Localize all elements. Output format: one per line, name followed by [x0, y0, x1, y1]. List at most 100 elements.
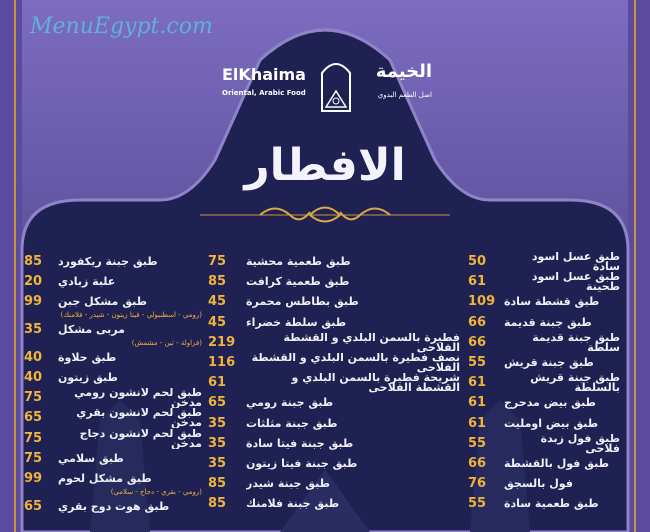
menu-item-price: 61	[468, 375, 487, 391]
menu-item-price: 55	[468, 496, 487, 512]
menu-item: 65 طبق جبنة رومي	[208, 393, 460, 413]
menu-item-price: 66	[468, 456, 487, 471]
menu-item-price: 85	[208, 476, 227, 492]
menu-item: 76 فول بالسجق	[468, 474, 620, 494]
menu-item-price: 99	[24, 294, 43, 310]
menu-item: 55 طبق جبنة قريش	[468, 353, 620, 373]
menu-item: 45 طبق سلطة خضراء	[208, 313, 460, 333]
menu-item-name: فول بالسجق	[504, 477, 573, 491]
menu-item: 50 طبق عسل اسود سادة	[468, 252, 620, 272]
menu-item-note: (رومي - بقري - دجاج - سلامي)	[110, 487, 202, 496]
menu-item: 55 طبق فول زبدة فلاحي	[468, 434, 620, 454]
menu-item-name: طبق طعمية كرافت	[246, 275, 350, 289]
menu-item-name: طبق جبنة مثلثات	[246, 416, 338, 430]
menu-item-price: 40	[24, 370, 43, 385]
menu-item-name: طبق لحم لانشون دجاج مدخن	[79, 428, 202, 449]
menu-item-name: طبق فول زبدة فلاحي	[540, 433, 620, 454]
menu-item-price: 66	[468, 314, 487, 330]
menu-item-price: 85	[24, 254, 43, 269]
menu-item-price: 65	[208, 395, 227, 411]
menu-item: 66 طبق فول بالقشطة	[468, 454, 620, 474]
menu-item-price: 40	[24, 349, 43, 365]
menu-item-name: طبق فول بالقشطة	[504, 457, 609, 470]
menu-item: 65 طبق هوت دوج بقري	[24, 497, 202, 517]
menu-item-price: 219	[208, 334, 236, 350]
menu-item-note: (رومي - اسطنبولي - فيتا زيتون - شيدر - ف…	[60, 311, 202, 320]
menu-item-price: 75	[208, 254, 227, 269]
watermark: MenuEgypt.com	[30, 14, 213, 39]
brand-logo: ElKhaima Oriental, Arabic Food الخيمة اص…	[222, 55, 432, 115]
menu-item: 75 طبق لحم لانشون دجاج مدخن	[24, 429, 202, 449]
menu-item: 61 شريحة فطيرة بالسمن البلدي و القشطة الف…	[208, 373, 460, 393]
menu-item-name: طبق جبنة قريش بالسلطة	[530, 373, 620, 394]
menu-item-price: 109	[468, 294, 496, 310]
menu-item-price: 35	[208, 456, 227, 471]
menu-item-name: طبق مشكل جبن	[58, 295, 147, 309]
menu-item: 85 طبق جبنة ريكفورد	[24, 252, 202, 272]
menu-item-price: 35	[208, 435, 227, 451]
menu-item-name: طبق طعمية سادة	[504, 497, 599, 511]
brand-tagline-ar: اصل الطعم البدوي	[377, 91, 432, 99]
menu-item: 66 طبق جبنة قديمة سلطة	[468, 333, 620, 353]
tent-emblem-icon	[321, 63, 351, 112]
menu-item-name: طبق جبنة قديمة سلطة	[532, 332, 620, 353]
menu-item-price: 55	[468, 435, 487, 451]
menu-item-price: 35	[24, 322, 43, 338]
menu-item-name: طبق بطاطس محمرة	[246, 295, 359, 309]
menu-item-price: 66	[468, 334, 487, 350]
menu-item: 45 طبق بطاطس محمرة	[208, 292, 460, 312]
menu-item-name: طبق جبنة فيتا سادة	[246, 436, 354, 450]
menu-item-price: 61	[468, 274, 487, 290]
brand-tagline-en: Oriental, Arabic Food	[222, 89, 306, 97]
menu-item: 35 طبق جبنة فيتا زيتون	[208, 454, 460, 474]
menu-item-note: (فراولة - تين - مشمش)	[131, 338, 202, 347]
menu-item-price: 55	[468, 355, 487, 370]
menu-item-price: 85	[208, 274, 227, 290]
menu-item: 85 طبق جبنة شيدر	[208, 474, 460, 494]
menu-item-name: طبق لحم لانشون رومي مدخن	[74, 388, 202, 409]
menu-item: 61 طبق عسل اسود طحينة	[468, 272, 620, 292]
menu-item-name: طبق جبنة رومي	[246, 396, 334, 410]
menu-item-price: 50	[468, 254, 487, 269]
menu-item-name: طبق سلطة خضراء	[246, 315, 347, 329]
menu-item: 85 طبق طعمية كرافت	[208, 272, 460, 292]
menu-item: 61 طبق بيض مدحرج	[468, 393, 620, 413]
menu-item: 20 علبة زبادي	[24, 272, 202, 292]
menu-item-name: طبق سلامي	[58, 451, 124, 465]
menu-item-price: 75	[24, 450, 43, 466]
menu-item: 35 مربى مشكل	[24, 320, 202, 340]
menu-item-name: طبق هوت دوج بقري	[58, 499, 170, 513]
menu-item-name: طبق زيتون	[58, 371, 118, 384]
menu-item-price: 75	[24, 390, 43, 406]
menu-item-name: طبق قشطة سادة	[504, 295, 600, 309]
menu-item: 55 طبق طعمية سادة	[468, 494, 620, 514]
menu-item: 61 طبق جبنة قريش بالسلطة	[468, 373, 620, 393]
menu-item: 66 طبق جبنة قديمة	[468, 313, 620, 333]
left-frame	[0, 0, 22, 532]
menu-item-name: طبق جبنة فيتا زيتون	[246, 457, 358, 470]
menu-item-name: طبق جبنة فلامنك	[246, 497, 340, 511]
menu-item-price: 99	[24, 471, 43, 486]
menu-item-name: طبق لحم لانشون بقري مدخن	[76, 408, 202, 429]
menu-item: 116 نصف فطيرة بالسمن البلدي و القشطة الفل…	[208, 353, 460, 373]
menu-item-name: طبق حلاوة	[58, 350, 117, 364]
menu-item: 219 فطيرة بالسمن البلدي و القشطة الفلاحي	[208, 333, 460, 353]
menu-item-name: فطيرة بالسمن البلدي و القشطة الفلاحي	[283, 332, 460, 353]
brand-name-en: ElKhaima	[222, 65, 306, 84]
menu-item-name: طبق عسل اسود طحينة	[531, 272, 620, 293]
menu-item: 99 طبق مشكل جبن	[24, 292, 202, 312]
section-title: الافطار	[244, 140, 406, 191]
menu-item-price: 85	[208, 496, 227, 512]
menu-item: 109 طبق قشطة سادة	[468, 292, 620, 312]
menu-item-name: طبق مشكل لحوم	[58, 472, 152, 485]
brand-name-ar: الخيمة	[375, 61, 432, 82]
menu-item-price: 65	[24, 498, 43, 514]
menu-item-price: 116	[208, 355, 236, 370]
menu-item: 65 طبق لحم لانشون بقري مدخن	[24, 408, 202, 428]
menu-item-name: مربى مشكل	[58, 323, 125, 337]
menu-item-name: طبق طعمية محشية	[246, 255, 351, 268]
menu-item-price: 61	[468, 395, 487, 411]
menu-item: 75 طبق لحم لانشون رومي مدخن	[24, 388, 202, 408]
menu-item: 75 طبق سلامي	[24, 449, 202, 469]
